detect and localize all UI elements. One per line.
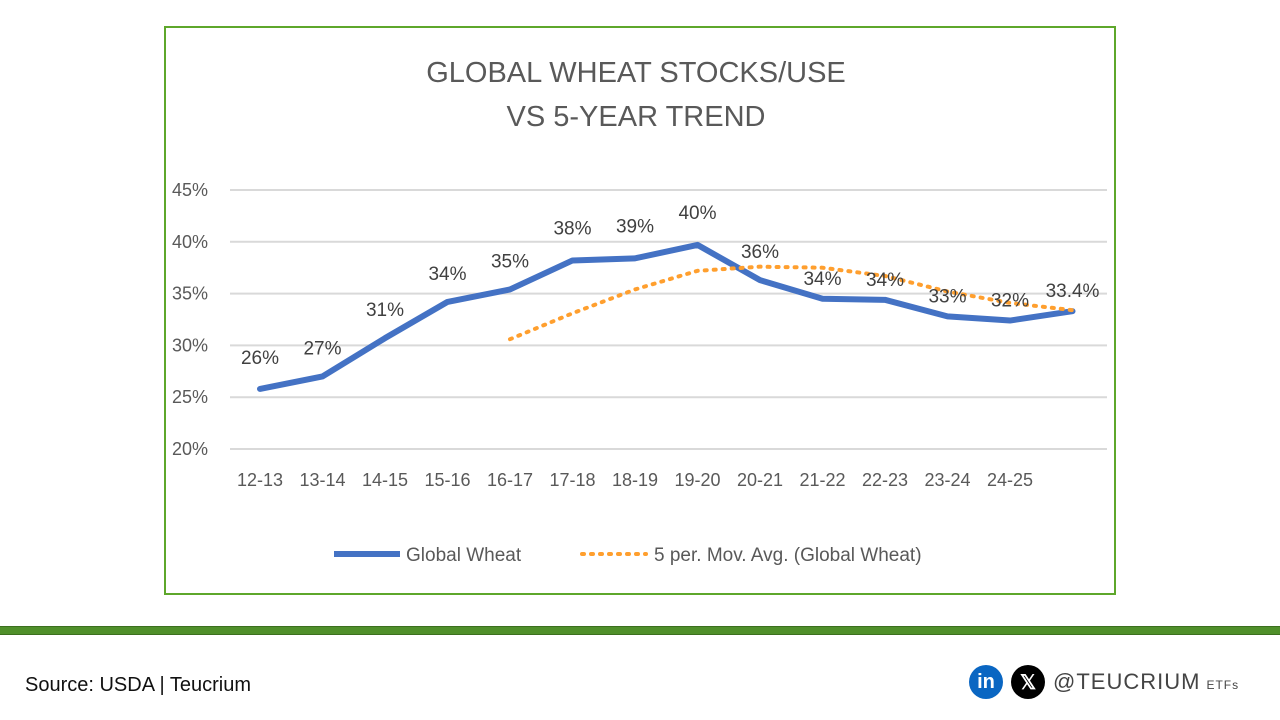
x-tick-label: 13-14: [299, 470, 345, 490]
x-tick-label: 12-13: [237, 470, 283, 490]
x-tick-label: 15-16: [424, 470, 470, 490]
data-label: 31%: [366, 300, 404, 321]
series-moving-average: [508, 264, 1075, 342]
x-tick-label: 18-19: [612, 470, 658, 490]
brand-handle: @TEUCRIUM: [1053, 669, 1201, 694]
y-tick-label: 45%: [172, 180, 208, 200]
y-tick-label: 40%: [172, 232, 208, 252]
legend-label-moving-average: 5 per. Mov. Avg. (Global Wheat): [654, 545, 922, 566]
data-label: 32%: [991, 291, 1029, 312]
data-label: 39%: [616, 216, 654, 237]
x-tick-label: 21-22: [799, 470, 845, 490]
data-label: 27%: [303, 338, 341, 359]
data-label: 33%: [928, 286, 966, 307]
data-label: 33.4%: [1046, 281, 1100, 302]
x-tick-label: 24-25: [987, 470, 1033, 490]
x-tick-label: 23-24: [924, 470, 970, 490]
data-label: 34%: [803, 269, 841, 290]
brand-logo: @TEUCRIUM ETFs: [1053, 669, 1239, 695]
data-label: 26%: [241, 348, 279, 369]
social-links: in 𝕏 @TEUCRIUM ETFs: [969, 665, 1239, 699]
y-tick-label: 30%: [172, 335, 208, 355]
data-label: 38%: [553, 218, 591, 239]
data-label: 34%: [428, 264, 466, 285]
line-chart: GLOBAL WHEAT STOCKS/USE VS 5-YEAR TREND 20…: [172, 57, 1107, 566]
x-tick-label: 16-17: [487, 470, 533, 490]
data-label: 36%: [741, 242, 779, 263]
x-tick-label: 22-23: [862, 470, 908, 490]
data-label: 35%: [491, 251, 529, 272]
x-tick-label: 14-15: [362, 470, 408, 490]
divider-bar: [0, 626, 1280, 635]
data-label: 34%: [866, 270, 904, 291]
series-global-wheat: [257, 241, 1076, 392]
x-tick-label: 17-18: [549, 470, 595, 490]
brand-etfs: ETFs: [1206, 678, 1240, 692]
y-tick-label: 25%: [172, 387, 208, 407]
y-tick-label: 20%: [172, 439, 208, 459]
chart-frame: [164, 26, 1116, 595]
chart-title-line: GLOBAL WHEAT STOCKS/USE: [426, 57, 846, 89]
x-tick-label: 20-21: [737, 470, 783, 490]
legend-label-global-wheat: Global Wheat: [406, 545, 522, 566]
chart-title-line: VS 5-YEAR TREND: [507, 101, 766, 133]
data-label: 40%: [678, 203, 716, 224]
linkedin-icon[interactable]: in: [969, 665, 1003, 699]
x-tick-label: 19-20: [674, 470, 720, 490]
source-text: Source: USDA | Teucrium: [25, 674, 252, 696]
y-tick-label: 35%: [172, 284, 208, 304]
x-icon[interactable]: 𝕏: [1011, 665, 1045, 699]
